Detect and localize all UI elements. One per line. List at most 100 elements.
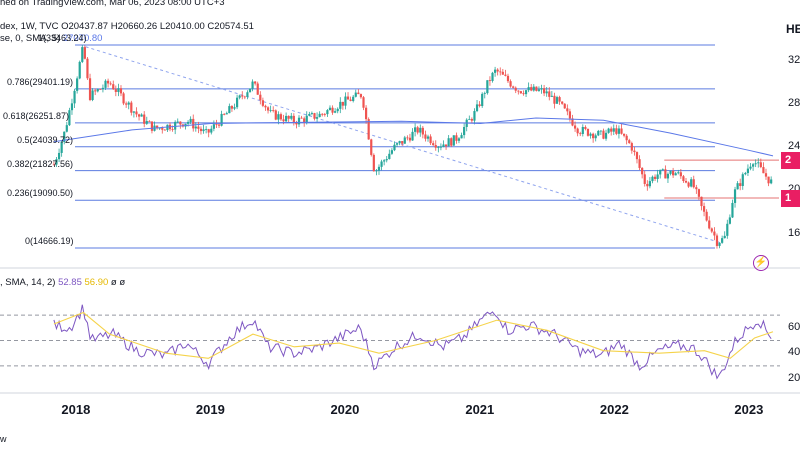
candle-body <box>581 126 584 134</box>
candle-body <box>346 96 350 100</box>
rsi-line <box>53 304 772 380</box>
candle-body <box>416 127 419 133</box>
candle-body <box>137 114 141 117</box>
candle-body <box>723 235 726 239</box>
lightning-icon[interactable]: ⚡ <box>753 255 769 271</box>
candle-body <box>635 152 639 160</box>
candle-body <box>746 168 750 174</box>
candle-body <box>679 172 682 177</box>
candle-body <box>483 93 486 94</box>
candle-body <box>646 183 649 187</box>
candle-body <box>189 118 192 122</box>
candle-body <box>215 124 218 126</box>
candle-body <box>406 137 409 139</box>
candle-body <box>543 88 546 94</box>
candle-body <box>88 78 92 101</box>
moving-average-line <box>53 117 774 157</box>
candle-body <box>550 95 553 97</box>
candle-body <box>700 196 703 207</box>
candle-body <box>323 114 326 115</box>
candle-body <box>393 144 396 151</box>
candle-body <box>522 93 525 95</box>
candle-body <box>357 92 360 95</box>
candle-body <box>117 88 120 92</box>
candle-body <box>230 106 234 109</box>
candle-body <box>561 101 564 104</box>
candle-body <box>295 122 298 125</box>
candle-body <box>331 107 334 113</box>
candle-body <box>318 113 321 118</box>
rsi-axis-label: 60 <box>788 320 800 333</box>
candle-body <box>764 173 768 177</box>
candle-body <box>684 181 688 183</box>
candle-body <box>749 166 752 169</box>
candle-body <box>390 150 393 154</box>
candle-body <box>411 131 414 141</box>
candle-body <box>96 89 99 92</box>
candle-body <box>641 167 644 175</box>
fib-label: 0(14666.19) <box>25 236 74 246</box>
candle-body <box>426 136 430 139</box>
candle-body <box>496 69 499 72</box>
x-axis-label: 2019 <box>195 402 225 417</box>
candle-body <box>161 127 164 130</box>
candle-body <box>143 114 146 124</box>
candle-body <box>264 105 267 108</box>
candle-body <box>233 107 236 109</box>
candle-body <box>254 81 257 84</box>
x-axis-label: 2022 <box>599 402 629 417</box>
candle-body <box>664 169 667 179</box>
candle-body <box>403 137 406 144</box>
candle-body <box>199 128 203 132</box>
candle-body <box>186 121 190 124</box>
candle-body <box>60 141 63 153</box>
candle-body <box>622 133 626 136</box>
candle-body <box>248 88 252 93</box>
candle-body <box>308 114 311 116</box>
candle-body <box>571 118 574 126</box>
candle-body <box>127 102 130 105</box>
candle-body <box>385 159 388 161</box>
candle-body <box>540 88 543 90</box>
candle-body <box>192 118 195 129</box>
candle-body <box>125 103 128 105</box>
ma-value: 27070.80 <box>62 33 103 44</box>
candle-body <box>736 183 739 190</box>
price-axis-label: 16 <box>788 226 800 239</box>
candle-body <box>602 130 605 139</box>
rsi-extra-1: ø <box>110 277 117 288</box>
candle-body <box>156 125 159 129</box>
candle-body <box>313 113 316 119</box>
candle-body <box>76 78 79 91</box>
candle-body <box>429 136 432 144</box>
rsi-axis-label: 40 <box>788 346 800 359</box>
candle-body <box>73 90 76 104</box>
candle-body <box>375 170 378 172</box>
candle-body <box>150 121 154 131</box>
candle-body <box>269 110 272 111</box>
x-axis-label: 2020 <box>330 402 360 417</box>
candle-body <box>450 138 453 146</box>
candle-body <box>328 107 332 111</box>
rsi-legend: , SMA, 14, 2) 52.85 56.90 ø ø <box>0 277 125 288</box>
candle-body <box>592 133 595 139</box>
candle-body <box>238 95 241 98</box>
candle-body <box>334 111 337 113</box>
candle-body <box>287 115 290 119</box>
candle-body <box>648 181 651 187</box>
price-axis-label: 32 <box>788 53 800 66</box>
candle-body <box>241 95 244 97</box>
candle-body <box>78 61 81 79</box>
price-axis-label: 28 <box>788 97 800 109</box>
ohlc-line: dex, 1W, TVC O20437.87 H20660.26 L20410.… <box>0 21 254 32</box>
candle-body <box>744 173 747 175</box>
candle-body <box>434 145 437 148</box>
candle-body <box>279 114 283 120</box>
candle-body <box>91 90 94 101</box>
candle-body <box>401 141 404 144</box>
candle-body <box>285 115 288 122</box>
candle-body <box>194 126 197 129</box>
rsi-ma-value: 56.90 <box>84 277 109 288</box>
candle-body <box>672 170 675 176</box>
candle-body <box>535 86 538 91</box>
